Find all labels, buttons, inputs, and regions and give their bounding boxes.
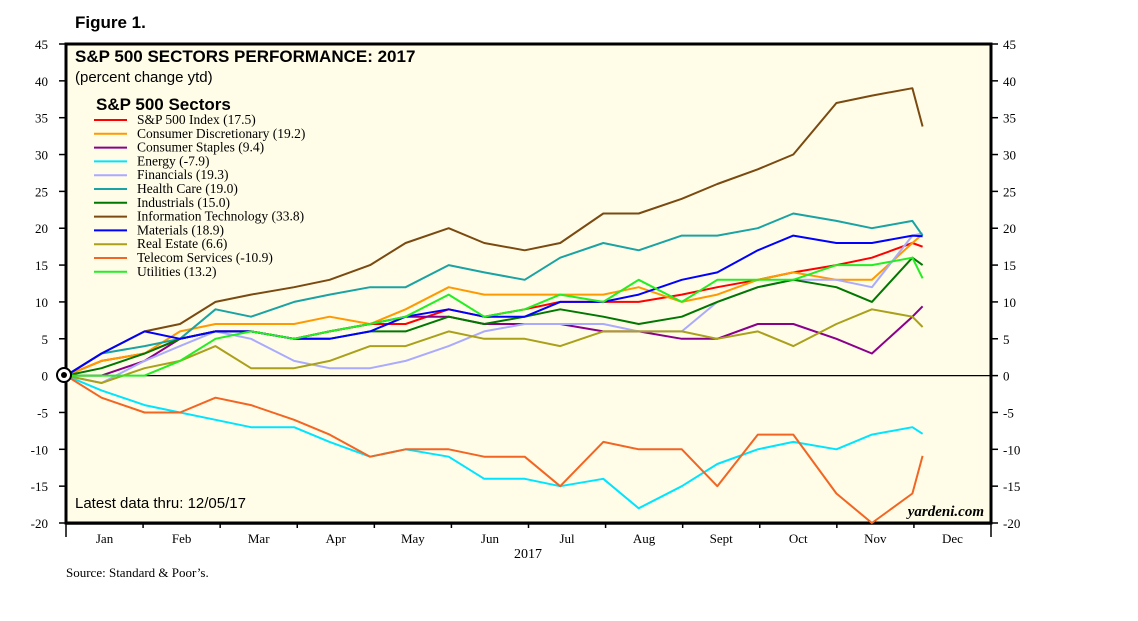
latest-data-note: Latest data thru: 12/05/17 xyxy=(75,495,246,512)
y-tick-label-left: 20 xyxy=(35,221,48,236)
y-tick-label-left: -5 xyxy=(37,405,48,420)
figure-label: Figure 1. xyxy=(75,13,146,32)
chart-subtitle: (percent change ytd) xyxy=(75,69,213,86)
y-tick-label-left: -10 xyxy=(31,442,48,457)
series-line-11 xyxy=(66,256,924,377)
y-tick-label-left: 5 xyxy=(42,332,49,347)
x-tick-label: May xyxy=(401,531,425,546)
series-line-7 xyxy=(65,87,924,377)
series-line-5 xyxy=(65,212,924,377)
legend-entry: Utilities (13.2) xyxy=(137,264,217,279)
legend-entry: S&P 500 Index (17.5) xyxy=(137,112,256,127)
y-tick-label-right: 20 xyxy=(1003,221,1016,236)
x-tick-label: Mar xyxy=(248,531,270,546)
legend-entry: Information Technology (33.8) xyxy=(137,209,304,224)
x-tick-label: Nov xyxy=(864,531,887,546)
watermark: yardeni.com xyxy=(906,504,984,520)
legend-title: S&P 500 Sectors xyxy=(96,95,231,114)
series-line-9 xyxy=(65,308,924,384)
chart-title: S&P 500 SECTORS PERFORMANCE: 2017 xyxy=(75,47,415,66)
x-tick-label: Oct xyxy=(789,531,808,546)
x-tick-label: Dec xyxy=(942,531,963,546)
y-tick-label-left: 35 xyxy=(35,111,48,126)
y-tick-label-left: -15 xyxy=(31,479,48,494)
plot-frame xyxy=(64,42,993,525)
y-tick-label-left: 45 xyxy=(35,37,48,52)
y-tick-label-left: 30 xyxy=(35,148,48,163)
y-tick-label-right: 5 xyxy=(1003,332,1010,347)
y-tick-label-left: 15 xyxy=(35,258,48,273)
y-tick-label-right: -10 xyxy=(1003,442,1020,457)
y-tick-label-left: 0 xyxy=(42,369,49,384)
legend-entry: Industrials (15.0) xyxy=(137,195,230,210)
x-tick-label: Apr xyxy=(326,531,347,546)
x-tick-label: Aug xyxy=(633,531,656,546)
series-line-1 xyxy=(65,233,924,377)
x-axis-label: 2017 xyxy=(514,547,542,562)
series-line-8 xyxy=(65,234,923,377)
x-tick-label: Sept xyxy=(710,531,734,546)
y-tick-label-right: 25 xyxy=(1003,184,1016,199)
y-tick-label-left: 25 xyxy=(35,184,48,199)
series-line-4 xyxy=(65,232,923,384)
legend-entry: Real Estate (6.6) xyxy=(137,236,227,251)
y-tick-label-right: 15 xyxy=(1003,258,1016,273)
legend-entry: Health Care (19.0) xyxy=(137,181,238,196)
y-tick-label-right: 10 xyxy=(1003,295,1016,310)
y-tick-label-right: -15 xyxy=(1003,479,1020,494)
legend-entry: Financials (19.3) xyxy=(137,167,228,182)
y-tick-label-left: 40 xyxy=(35,74,48,89)
legend-entry: Consumer Discretionary (19.2) xyxy=(137,126,305,141)
origin-marker-dot xyxy=(61,372,67,378)
y-tick-label-right: 30 xyxy=(1003,148,1016,163)
x-tick-label: Jul xyxy=(559,531,575,546)
legend-entry: Telecom Services (-10.9) xyxy=(137,250,273,265)
series-line-10 xyxy=(65,374,924,524)
x-tick-label: Jan xyxy=(96,531,114,546)
y-tick-label-left: -20 xyxy=(31,516,48,531)
y-tick-label-right: -20 xyxy=(1003,516,1020,531)
y-tick-label-right: -5 xyxy=(1003,405,1014,420)
y-tick-label-right: 35 xyxy=(1003,111,1016,126)
x-tick-label: Jun xyxy=(481,531,500,546)
y-tick-label-right: 40 xyxy=(1003,74,1016,89)
source-note: Source: Standard & Poor’s. xyxy=(66,565,209,580)
legend-entry: Materials (18.9) xyxy=(137,222,224,237)
y-tick-label-right: 0 xyxy=(1003,369,1010,384)
y-tick-label-left: 10 xyxy=(35,295,48,310)
y-tick-label-right: 45 xyxy=(1003,37,1016,52)
legend-entry: Energy (-7.9) xyxy=(137,153,209,168)
legend-entry: Consumer Staples (9.4) xyxy=(137,140,264,155)
legend: S&P 500 Index (17.5)Consumer Discretiona… xyxy=(94,112,305,279)
x-tick-label: Feb xyxy=(172,531,192,546)
